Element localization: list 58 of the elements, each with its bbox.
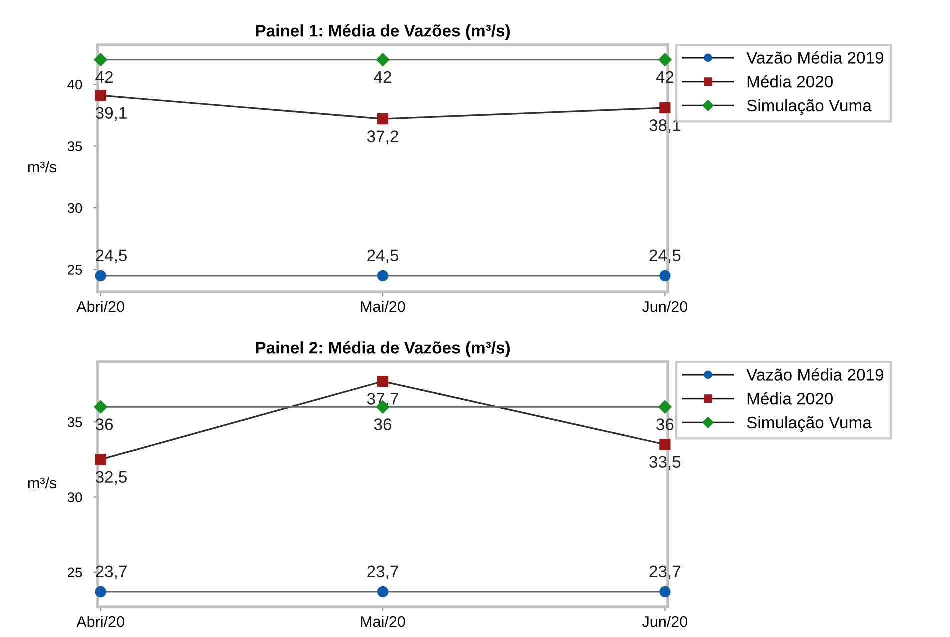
- point: [660, 270, 671, 282]
- legend-label: Média 2020: [748, 75, 833, 88]
- point: [94, 400, 108, 414]
- x-tick-label: Mai/20: [361, 301, 406, 312]
- legend-label: Vazão Média 2019: [746, 51, 884, 64]
- y-tick-label: 35: [68, 142, 82, 152]
- legend-label: Simulação Vuma: [747, 416, 872, 432]
- point: [658, 53, 672, 66]
- point: [95, 90, 106, 102]
- data-label: 36: [656, 418, 674, 430]
- chart-title: Painel 1: Média de Vazões (m³/s): [256, 24, 510, 40]
- y-tick-label: 40: [68, 80, 82, 90]
- data-label: 23,7: [96, 566, 127, 580]
- data-label: 42: [96, 71, 113, 84]
- point: [377, 114, 389, 125]
- point: [376, 53, 390, 66]
- point: [658, 400, 672, 414]
- data-label: 37,2: [367, 130, 398, 144]
- data-label: 32,5: [96, 471, 128, 486]
- data-label: 24,5: [368, 250, 399, 264]
- legend-label: Média 2020: [748, 392, 833, 405]
- point: [95, 586, 106, 598]
- data-label: 42: [656, 71, 674, 84]
- y-axis-title: m³/s: [28, 477, 57, 489]
- y-tick-label: 30: [68, 492, 82, 502]
- data-label: 38,1: [650, 120, 681, 134]
- legend-label: Simulação Vuma: [747, 99, 872, 116]
- point: [94, 53, 108, 66]
- data-label: 39,1: [96, 107, 127, 121]
- point: [660, 102, 671, 114]
- point: [660, 586, 671, 598]
- chart-title: Painel 2: Média de Vazões (m³/s): [256, 341, 510, 358]
- data-label: 23,7: [650, 566, 681, 580]
- point: [660, 439, 671, 450]
- legend-label: Vazão Média 2019: [746, 368, 884, 381]
- y-axis-title: m³/s: [28, 161, 57, 173]
- data-label: 23,7: [368, 566, 398, 580]
- point: [95, 270, 106, 282]
- x-tick-label: Abri/20: [76, 616, 124, 628]
- y-tick-label: 25: [68, 568, 82, 578]
- point: [95, 454, 106, 466]
- x-tick-label: Mai/20: [361, 616, 406, 628]
- point: [377, 586, 389, 598]
- data-label: 33,5: [650, 456, 681, 470]
- data-label: 36: [96, 418, 114, 430]
- data-label: 37,7: [367, 393, 398, 407]
- data-label: 24,5: [650, 250, 681, 264]
- data-label: 24,5: [96, 250, 128, 264]
- x-tick-label: Jun/20: [642, 301, 688, 312]
- y-tick-label: 35: [68, 417, 82, 428]
- x-tick-label: Jun/20: [642, 616, 688, 628]
- data-label: 42: [374, 71, 392, 84]
- x-tick-label: Abri/20: [76, 301, 124, 312]
- point: [377, 376, 389, 388]
- data-label: 36: [374, 418, 392, 430]
- y-tick-label: 25: [68, 265, 82, 275]
- point: [377, 270, 389, 282]
- y-tick-label: 30: [68, 203, 82, 214]
